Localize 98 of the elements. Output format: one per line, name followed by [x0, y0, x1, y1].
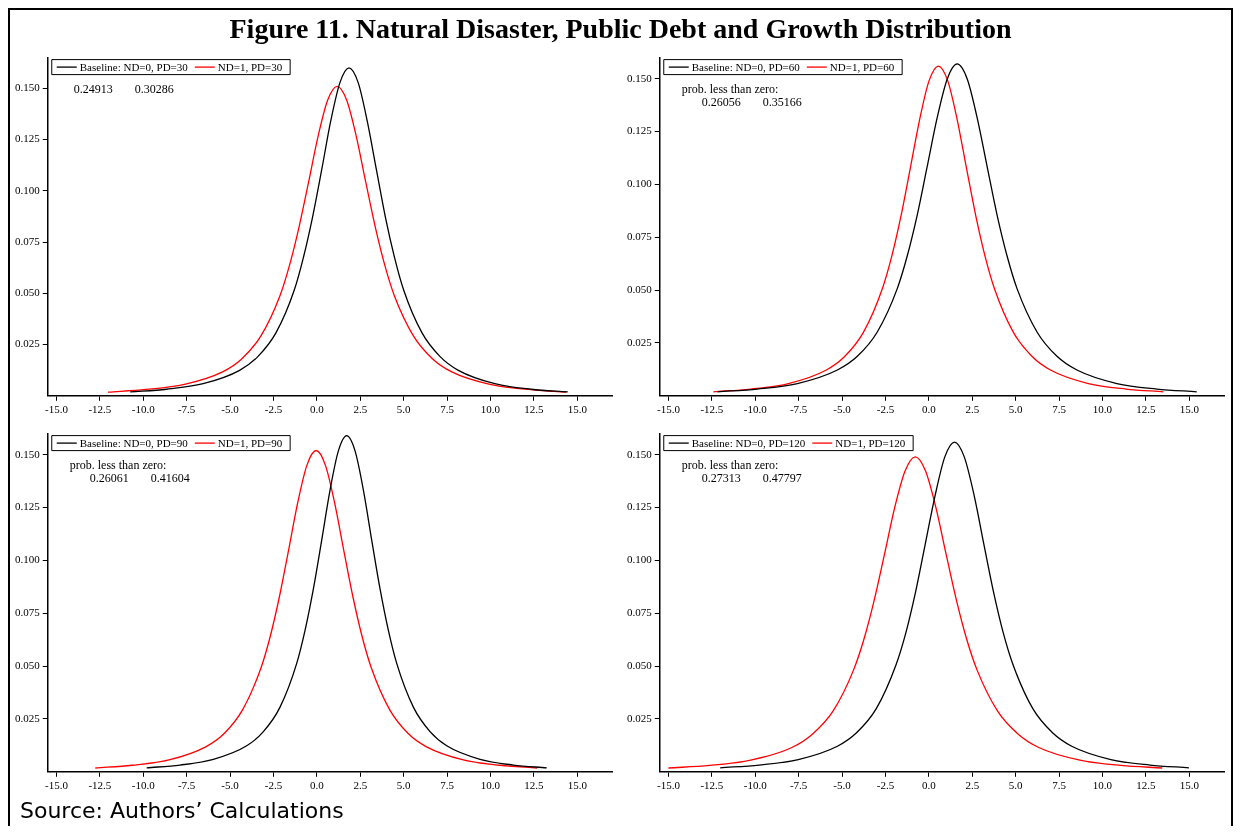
- x-tick-label: -7.5: [789, 779, 808, 792]
- x-tick-label: 0.0: [921, 403, 937, 416]
- y-tick-label: 0.100: [627, 177, 653, 190]
- x-tick-label: -2.5: [876, 403, 895, 416]
- legend-label: Baseline: ND=0, PD=90: [79, 436, 189, 449]
- y-tick-label: 0.125: [15, 500, 41, 513]
- x-tick-label: 15.0: [567, 779, 588, 792]
- x-tick-label: -15.0: [656, 779, 681, 792]
- annotation: 0.30286: [134, 81, 174, 96]
- y-tick-label: 0.075: [15, 606, 41, 619]
- legend-label: ND=1, PD=120: [835, 436, 906, 449]
- y-tick-label: 0.075: [15, 234, 41, 247]
- x-tick-label: 5.0: [396, 403, 412, 416]
- annotation: prob. less than zero:: [681, 457, 779, 472]
- y-tick-label: 0.100: [627, 553, 653, 566]
- x-tick-label: -12.5: [700, 403, 724, 416]
- x-tick-label: -7.5: [177, 779, 196, 792]
- y-tick-label: 0.050: [627, 659, 653, 671]
- y-tick-label: 0.125: [627, 500, 653, 513]
- x-tick-label: 7.5: [440, 403, 455, 416]
- x-tick-label: 10.0: [480, 403, 501, 416]
- x-tick-label: 7.5: [440, 779, 455, 792]
- x-tick-label: -15.0: [44, 403, 69, 416]
- x-tick-label: -12.5: [700, 779, 724, 792]
- x-tick-label: -12.5: [88, 779, 112, 792]
- x-tick-label: -5.0: [221, 403, 240, 416]
- x-tick-label: -7.5: [177, 403, 196, 416]
- x-tick-label: 5.0: [396, 779, 412, 792]
- x-tick-label: -12.5: [88, 403, 112, 416]
- x-tick-label: 0.0: [309, 779, 325, 792]
- x-tick-label: 12.5: [524, 779, 544, 792]
- x-tick-label: -5.0: [833, 403, 852, 416]
- x-tick-label: -10.0: [743, 403, 768, 416]
- x-tick-label: 15.0: [1179, 403, 1200, 416]
- x-tick-label: 2.5: [965, 779, 980, 792]
- y-tick-label: 0.125: [627, 124, 653, 137]
- y-tick-label: 0.100: [15, 553, 41, 566]
- y-tick-label: 0.125: [15, 132, 41, 145]
- x-tick-label: 7.5: [1052, 403, 1067, 416]
- x-tick-label: 12.5: [1136, 779, 1156, 792]
- y-tick-label: 0.150: [15, 81, 41, 94]
- x-tick-label: 12.5: [524, 403, 544, 416]
- legend-label: Baseline: ND=0, PD=60: [691, 60, 801, 73]
- y-tick-label: 0.025: [15, 711, 41, 724]
- annotation: 0.24913: [73, 81, 113, 96]
- source-note: Source: Authors’ Calculations: [19, 797, 345, 823]
- x-tick-label: 0.0: [921, 779, 937, 792]
- annotation: prob. less than zero:: [681, 81, 779, 96]
- x-tick-label: 5.0: [1008, 403, 1024, 416]
- y-tick-label: 0.025: [627, 335, 653, 348]
- y-tick-label: 0.025: [15, 337, 41, 350]
- annotation: 0.26056: [701, 94, 741, 109]
- x-tick-label: -7.5: [789, 403, 808, 416]
- x-tick-label: -5.0: [221, 779, 240, 792]
- y-tick-label: 0.150: [15, 447, 41, 460]
- x-tick-label: 0.0: [309, 403, 325, 416]
- legend-label: Baseline: ND=0, PD=30: [79, 60, 189, 73]
- x-tick-label: -10.0: [743, 779, 768, 792]
- legend-label: Baseline: ND=0, PD=120: [691, 436, 806, 449]
- y-tick-label: 0.050: [627, 283, 653, 295]
- x-tick-label: -10.0: [131, 779, 156, 792]
- annotation: 0.47797: [762, 470, 802, 485]
- annotation: prob. less than zero:: [69, 457, 167, 472]
- y-tick-label: 0.050: [15, 286, 41, 299]
- annotation: 0.26061: [89, 470, 129, 485]
- annotation: 0.27313: [701, 470, 741, 485]
- x-tick-label: 2.5: [965, 403, 980, 416]
- line-series: [667, 456, 1163, 769]
- x-tick-label: -2.5: [264, 403, 283, 416]
- y-tick-label: 0.100: [15, 183, 41, 196]
- y-tick-label: 0.050: [15, 659, 41, 671]
- x-tick-label: -15.0: [44, 779, 69, 792]
- x-tick-label: 15.0: [567, 403, 588, 416]
- x-tick-label: 5.0: [1008, 779, 1024, 792]
- x-tick-label: -5.0: [833, 779, 852, 792]
- annotation: 0.41604: [150, 470, 190, 485]
- x-tick-label: 2.5: [353, 403, 368, 416]
- chart-title: Figure 11. Natural Disaster, Public Debt and Growth Distribution: [228, 12, 1013, 46]
- x-tick-label: 2.5: [353, 779, 368, 792]
- y-tick-label: 0.025: [627, 711, 653, 724]
- y-tick-label: 0.075: [627, 230, 653, 243]
- legend-label: ND=1, PD=90: [217, 436, 283, 449]
- x-tick-label: 10.0: [1092, 779, 1113, 792]
- x-tick-label: 15.0: [1179, 779, 1200, 792]
- x-tick-label: 10.0: [1092, 403, 1113, 416]
- x-tick-label: 10.0: [480, 779, 501, 792]
- legend-label: ND=1, PD=60: [829, 60, 895, 73]
- y-tick-label: 0.150: [627, 71, 653, 84]
- annotation: 0.35166: [762, 94, 802, 109]
- y-tick-label: 0.150: [627, 447, 653, 460]
- legend-label: ND=1, PD=30: [217, 60, 283, 73]
- x-tick-label: -2.5: [264, 779, 283, 792]
- x-tick-label: 12.5: [1136, 403, 1156, 416]
- x-tick-label: -2.5: [876, 779, 895, 792]
- x-tick-label: -10.0: [131, 403, 156, 416]
- x-tick-label: -15.0: [656, 403, 681, 416]
- x-tick-label: 7.5: [1052, 779, 1067, 792]
- y-tick-label: 0.075: [627, 606, 653, 619]
